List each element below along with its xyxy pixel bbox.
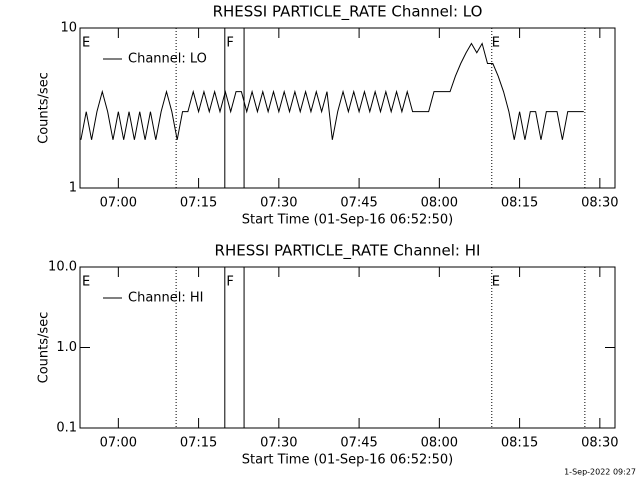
- annotation: F: [226, 275, 233, 290]
- y-tick-label: 1.0: [56, 340, 77, 355]
- x-tick-label: 07:00: [100, 196, 137, 211]
- y-tick-label: 10: [60, 21, 77, 36]
- data-line: [80, 42, 584, 140]
- chart-title: RHESSI PARTICLE_RATE Channel: HI: [215, 242, 481, 261]
- x-tick-label: 07:00: [100, 436, 137, 451]
- chart-title: RHESSI PARTICLE_RATE Channel: LO: [213, 3, 483, 22]
- y-tick-label: 10.0: [48, 260, 77, 275]
- x-tick-label: 07:45: [340, 196, 377, 211]
- annotation: E: [82, 36, 90, 51]
- x-tick-label: 08:00: [421, 196, 458, 211]
- annotation: E: [82, 275, 90, 290]
- x-tick-label: 08:30: [581, 196, 618, 211]
- y-tick-label: 1: [69, 181, 77, 196]
- x-tick-label: 07:15: [180, 196, 217, 211]
- x-tick-label: 08:00: [421, 436, 458, 451]
- annotation: E: [492, 36, 500, 51]
- x-tick-label: 08:30: [581, 436, 618, 451]
- annotation: F: [226, 36, 233, 51]
- legend-label: Channel: LO: [128, 52, 207, 67]
- plot-frame: [79, 27, 616, 189]
- y-axis-label: Counts/sec: [37, 72, 52, 144]
- x-tick-label: 08:15: [501, 196, 538, 211]
- y-axis-label: Counts/sec: [37, 312, 52, 384]
- x-tick-label: 07:45: [340, 436, 377, 451]
- x-tick-label: 07:30: [260, 436, 297, 451]
- x-axis-label: Start Time (01-Sep-16 06:52:50): [242, 213, 453, 228]
- y-tick-label: 0.1: [56, 421, 77, 436]
- x-tick-label: 07:30: [260, 196, 297, 211]
- footer: 1-Sep-2022 09:27: [564, 468, 636, 477]
- x-tick-label: 08:15: [501, 436, 538, 451]
- x-tick-label: 07:15: [180, 436, 217, 451]
- annotation: E: [492, 275, 500, 290]
- x-axis-label: Start Time (01-Sep-16 06:52:50): [242, 453, 453, 468]
- legend-label: Channel: HI: [128, 291, 204, 306]
